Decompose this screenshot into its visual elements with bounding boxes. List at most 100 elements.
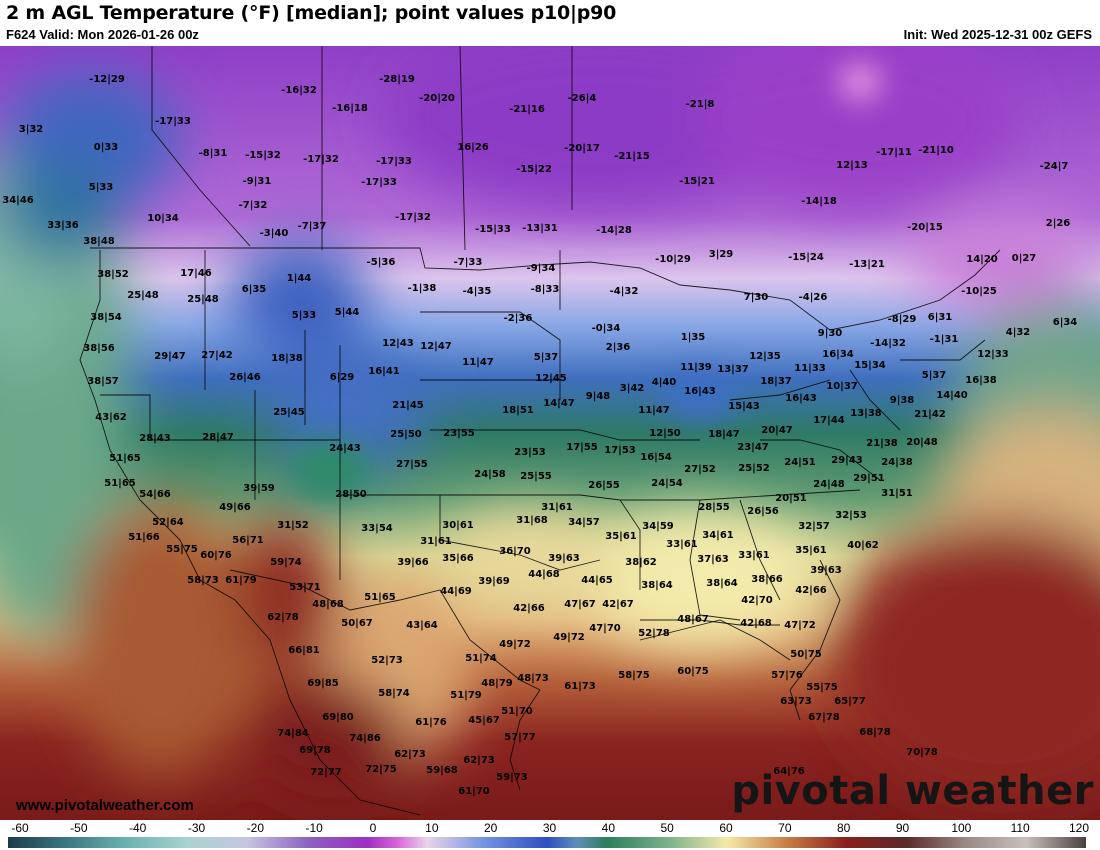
point-value-label: 25|50 xyxy=(390,429,422,440)
point-value-label: 62|73 xyxy=(463,755,495,766)
colorbar: -60 -50 -40 -30 -20 -10 0 10 20 30 40 50 60 70 80 90 100… xyxy=(0,820,1100,850)
temperature-field xyxy=(0,46,1100,820)
point-value-label: 68|78 xyxy=(859,727,891,738)
point-value-label: -3|40 xyxy=(260,228,289,239)
colorbar-tick-label: 10 xyxy=(425,821,439,835)
point-value-label: 63|73 xyxy=(780,696,812,707)
point-value-label: 21|42 xyxy=(914,409,946,420)
map-boundaries xyxy=(79,46,1001,816)
point-value-label: 1|44 xyxy=(287,273,312,284)
point-value-label: 16|38 xyxy=(965,375,997,386)
point-value-label: 38|64 xyxy=(706,578,738,589)
point-value-label: 44|69 xyxy=(440,586,472,597)
point-value-label: 4|40 xyxy=(652,377,677,388)
point-value-label: 28|47 xyxy=(202,432,234,443)
point-value-label: 17|53 xyxy=(604,445,636,456)
point-value-label: 12|13 xyxy=(836,160,868,171)
point-value-label: 42|68 xyxy=(740,618,772,629)
point-value-label: 26|46 xyxy=(229,372,261,383)
point-value-label: -17|32 xyxy=(303,154,339,165)
point-value-label: 28|50 xyxy=(335,489,367,500)
point-value-label: -21|16 xyxy=(509,104,545,115)
point-value-label: 72|77 xyxy=(310,767,342,778)
point-value-label: 20|48 xyxy=(906,437,938,448)
colorbar-tick-label: 70 xyxy=(778,821,792,835)
point-value-label: 51|70 xyxy=(501,706,533,717)
point-value-label: 61|70 xyxy=(458,786,490,797)
point-value-label: 9|38 xyxy=(890,395,915,406)
point-value-label: 16|54 xyxy=(640,452,672,463)
point-value-label: 38|52 xyxy=(97,269,129,280)
valid-time-label: F624 Valid: Mon 2026-01-26 00z xyxy=(6,27,199,42)
point-value-label: 49|66 xyxy=(219,502,251,513)
point-value-label: 67|78 xyxy=(808,712,840,723)
colorbar-tick-label: 60 xyxy=(719,821,733,835)
website-label[interactable]: www.pivotalweather.com xyxy=(16,797,194,814)
point-value-label: 23|47 xyxy=(737,442,769,453)
point-value-label: -13|31 xyxy=(522,223,558,234)
point-value-label: 31|51 xyxy=(881,488,913,499)
point-value-label: 25|55 xyxy=(520,471,552,482)
point-value-label: 33|61 xyxy=(738,550,770,561)
point-value-label: 52|73 xyxy=(371,655,403,666)
point-value-label: 11|33 xyxy=(794,363,826,374)
point-value-label: 25|45 xyxy=(273,407,305,418)
point-value-label: 57|77 xyxy=(504,732,536,743)
colorbar-tick-label: 50 xyxy=(660,821,674,835)
point-value-label: -21|8 xyxy=(686,99,715,110)
point-value-label: 55|75 xyxy=(806,682,838,693)
point-value-label: 4|32 xyxy=(1006,327,1031,338)
point-value-label: 53|71 xyxy=(289,582,321,593)
point-value-label: 45|67 xyxy=(468,715,500,726)
colorbar-tick-label: -10 xyxy=(305,821,323,835)
point-value-label: 6|35 xyxy=(242,284,267,295)
point-value-label: -7|33 xyxy=(454,257,483,268)
point-value-label: -7|32 xyxy=(239,200,268,211)
point-value-label: -9|31 xyxy=(243,176,272,187)
point-value-label: 32|57 xyxy=(798,521,830,532)
point-value-label: 13|38 xyxy=(850,408,882,419)
point-value-label: 33|36 xyxy=(47,220,79,231)
point-value-label: 24|58 xyxy=(474,469,506,480)
point-value-label: 24|48 xyxy=(813,479,845,490)
point-value-label: 37|63 xyxy=(697,554,729,565)
point-value-label: 34|61 xyxy=(702,530,734,541)
point-value-label: 42|70 xyxy=(741,595,773,606)
point-value-label: -21|10 xyxy=(918,145,954,156)
point-value-label: 17|44 xyxy=(813,415,845,426)
point-value-label: 3|29 xyxy=(709,249,734,260)
point-value-label: -24|7 xyxy=(1040,161,1069,172)
point-value-label: 7|30 xyxy=(744,292,769,303)
point-value-label: 23|55 xyxy=(443,428,475,439)
point-value-label: -15|24 xyxy=(788,252,824,263)
point-value-label: 13|37 xyxy=(717,364,749,375)
point-value-label: -16|18 xyxy=(332,103,368,114)
point-value-label: -15|33 xyxy=(475,224,511,235)
point-value-label: 48|73 xyxy=(517,673,549,684)
point-value-label: 54|66 xyxy=(139,489,171,500)
point-value-label: -14|32 xyxy=(870,338,906,349)
colorbar-tick-label: 100 xyxy=(951,821,972,835)
point-value-label: 15|43 xyxy=(728,401,760,412)
point-value-label: -28|19 xyxy=(379,74,415,85)
point-value-label: -5|36 xyxy=(367,257,396,268)
point-value-label: 59|73 xyxy=(496,772,528,783)
point-value-label: 6|29 xyxy=(330,372,355,383)
point-value-label: 0|33 xyxy=(94,142,119,153)
point-value-label: 34|57 xyxy=(568,517,600,528)
point-value-label: 69|78 xyxy=(299,745,331,756)
point-value-label: 5|44 xyxy=(335,307,360,318)
point-value-label: -17|32 xyxy=(395,212,431,223)
point-value-label: 51|65 xyxy=(109,453,141,464)
point-value-label: 18|47 xyxy=(708,429,740,440)
point-value-label: 44|65 xyxy=(581,575,613,586)
point-value-label: 69|80 xyxy=(322,712,354,723)
point-value-label: 31|52 xyxy=(277,520,309,531)
point-value-label: -2|36 xyxy=(504,313,533,324)
point-value-label: 43|64 xyxy=(406,620,438,631)
point-value-label: 26|56 xyxy=(747,506,779,517)
point-value-label: 47|67 xyxy=(564,599,596,610)
point-value-label: 12|33 xyxy=(977,349,1009,360)
temperature-map: -12|29 -28|19 -16|32 -20|20 -26|4 -21|8 -16|18… xyxy=(0,46,1100,820)
colorbar-scale xyxy=(8,837,1086,848)
